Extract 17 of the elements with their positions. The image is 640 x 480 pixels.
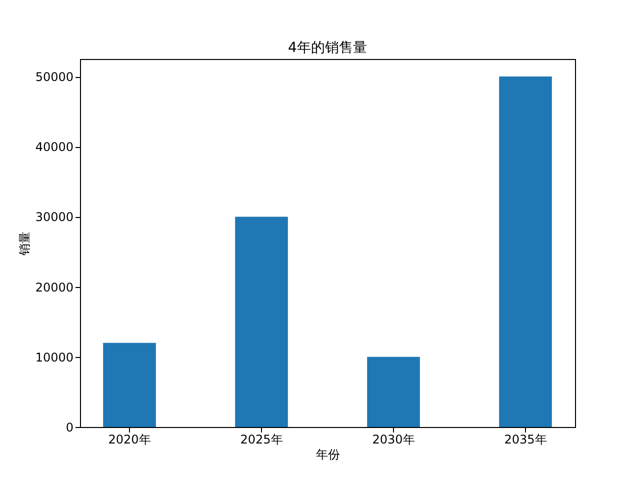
chart-title: 4年的销售量 xyxy=(288,40,367,56)
y-tick-label: 50000 xyxy=(35,70,74,84)
x-tick-label: 2030年 xyxy=(372,432,415,446)
bar xyxy=(367,356,420,427)
y-axis-title: 销量 xyxy=(17,232,32,256)
x-tick-label: 2025年 xyxy=(240,432,283,446)
y-tick-label: 0 xyxy=(66,420,74,434)
bar xyxy=(499,76,552,427)
y-tick-label: 40000 xyxy=(35,140,74,154)
x-tick-label: 2020年 xyxy=(108,432,151,446)
x-tick-label: 2035年 xyxy=(504,432,547,446)
y-tick-label: 10000 xyxy=(35,350,74,364)
y-tick-label: 20000 xyxy=(35,280,74,294)
bar xyxy=(103,342,156,427)
x-axis-title: 年份 xyxy=(316,448,340,462)
bar xyxy=(235,216,288,427)
y-tick-label: 30000 xyxy=(35,210,74,224)
